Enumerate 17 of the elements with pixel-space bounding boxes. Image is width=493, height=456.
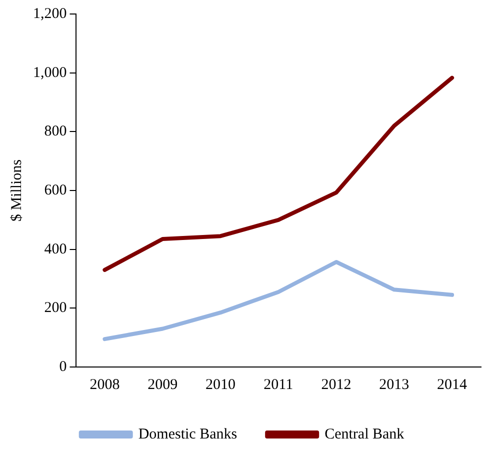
x-tick-label: 2014: [437, 376, 468, 393]
y-tick-label: 800: [44, 124, 67, 140]
x-tick-label: 2008: [90, 376, 120, 393]
y-tick-label: 400: [44, 241, 67, 258]
x-tick-label: 2010: [205, 376, 236, 393]
y-tick-label: 600: [44, 182, 67, 198]
x-tick-label: 2012: [321, 376, 352, 393]
x-tick-label: 2011: [264, 376, 294, 393]
legend-label: Domestic Banks: [138, 426, 238, 442]
y-axis-title: $ Millions: [8, 159, 25, 222]
y-tick-label: 1,200: [33, 6, 67, 22]
y-tick-label: 200: [44, 300, 67, 316]
y-tick-label: 1,000: [33, 64, 67, 81]
x-tick-label: 2009: [148, 376, 178, 393]
y-tick-label: 0: [59, 358, 67, 375]
x-tick-label: 2013: [379, 376, 410, 393]
legend-label: Central Bank: [324, 426, 405, 442]
